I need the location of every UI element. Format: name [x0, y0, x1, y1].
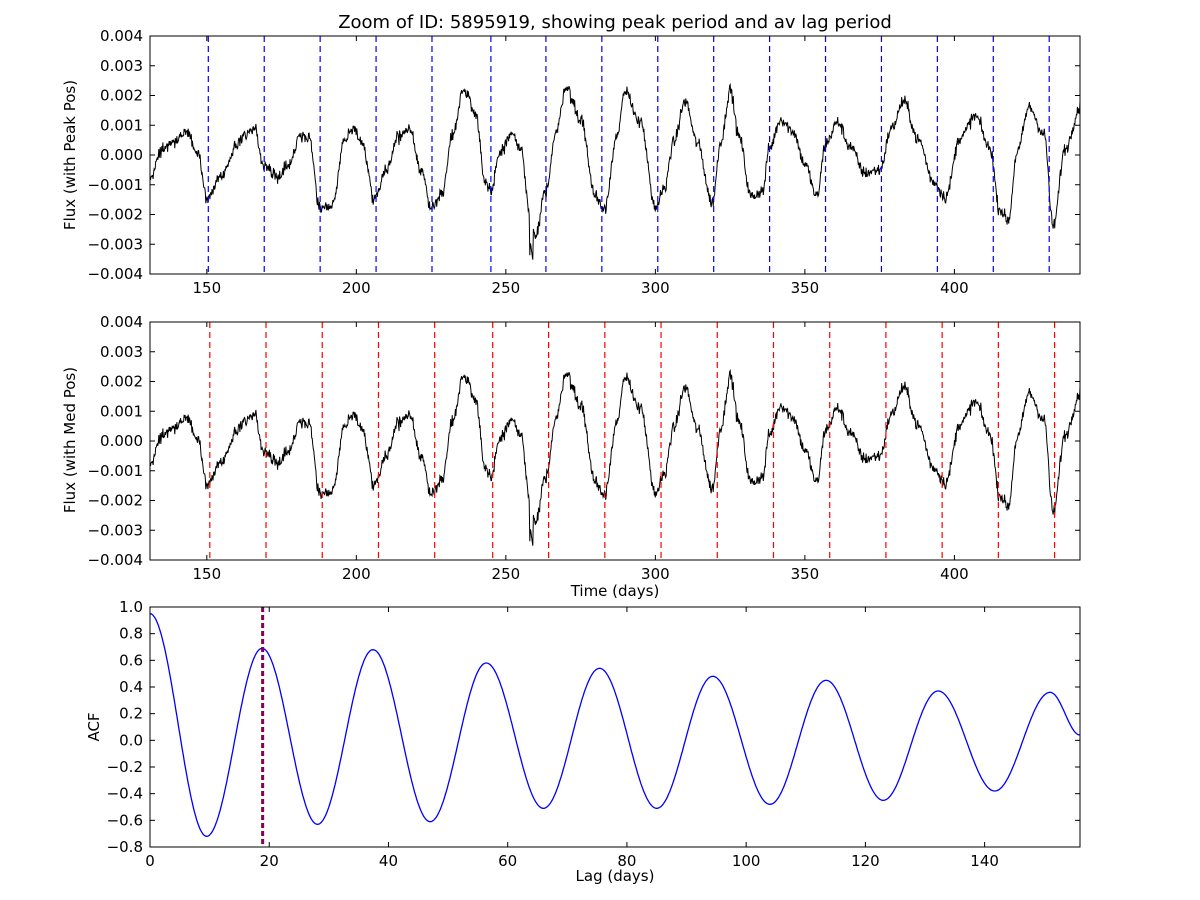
x-tick-label: 60	[498, 852, 517, 870]
x-tick-label: 400	[940, 565, 969, 583]
x-tick-label: 250	[492, 565, 521, 583]
panel-acf: ACF Lag (days) 0 20 40 60 80 100 120 140 −0.8 −0.…	[85, 598, 1081, 885]
x-tick-label: 200	[342, 279, 371, 297]
axes-frame	[149, 321, 1081, 561]
x-tick-label: 350	[791, 279, 820, 297]
y-tick-label: −0.001	[87, 462, 143, 480]
y-tick-label: −0.002	[87, 206, 143, 224]
axes-frame	[149, 35, 1081, 275]
axes-frame	[149, 606, 1081, 848]
y-tick-label: 0.4	[119, 678, 143, 696]
x-tick-label: 120	[851, 852, 880, 870]
y-tick-label: 0.8	[119, 625, 143, 643]
y-tick-label: −0.8	[107, 838, 143, 856]
ylabel-peak: Flux (with Peak Pos)	[61, 80, 79, 230]
flux-line	[150, 368, 1080, 546]
x-tick-label: 200	[342, 565, 371, 583]
flux-line	[150, 82, 1080, 260]
x-tick-label: 20	[260, 852, 279, 870]
acf-line	[150, 613, 1080, 837]
x-tick-label: 250	[492, 279, 521, 297]
x-tick-label: 400	[940, 279, 969, 297]
x-tick-label: 150	[192, 565, 221, 583]
y-tick-label: −0.002	[87, 492, 143, 510]
y-tick-label: 0.002	[100, 87, 143, 105]
y-tick-label: −0.003	[87, 235, 143, 253]
y-tick-label: −0.6	[107, 811, 143, 829]
x-tick-label: 300	[641, 279, 670, 297]
ylabel-acf: ACF	[85, 712, 103, 741]
x-tick-label: 100	[732, 852, 761, 870]
y-tick-label: 0.002	[100, 373, 143, 391]
y-tick-label: −0.003	[87, 521, 143, 539]
chart-title: Zoom of ID: 5895919, showing peak period…	[338, 12, 892, 33]
x-tick-label: 140	[970, 852, 999, 870]
xlabel-time: Time (days)	[570, 582, 660, 600]
y-tick-label: −0.2	[107, 758, 143, 776]
y-tick-label: 0.0	[119, 731, 143, 749]
xlabel-lag: Lag (days)	[576, 867, 655, 885]
y-tick-label: 0.6	[119, 651, 143, 669]
ylabel-med: Flux (with Med Pos)	[61, 367, 79, 513]
y-tick-label: 0.001	[100, 116, 143, 134]
y-tick-label: −0.004	[87, 551, 143, 569]
y-tick-label: 0.004	[100, 27, 143, 45]
panel-peak: Flux (with Peak Pos) 150 200 250 300 350 400 −…	[61, 27, 1081, 297]
y-tick-label: 0.004	[100, 313, 143, 331]
y-tick-label: −0.4	[107, 785, 143, 803]
y-tick-label: −0.004	[87, 265, 143, 283]
x-tick-label: 150	[192, 279, 221, 297]
x-tick-label: 350	[791, 565, 820, 583]
x-tick-label: 80	[617, 852, 636, 870]
y-tick-label: 0.000	[100, 432, 143, 450]
x-tick-label: 300	[641, 565, 670, 583]
y-tick-label: 0.003	[100, 57, 143, 75]
y-tick-label: −0.001	[87, 176, 143, 194]
y-tick-label: 0.000	[100, 146, 143, 164]
y-tick-label: 0.003	[100, 343, 143, 361]
y-tick-label: 1.0	[119, 598, 143, 616]
x-tick-label: 0	[145, 852, 155, 870]
x-tick-label: 40	[379, 852, 398, 870]
panel-med: Flux (with Med Pos) Time (days) 150 200 25…	[61, 313, 1081, 600]
y-tick-label: 0.2	[119, 705, 143, 723]
y-tick-label: 0.001	[100, 402, 143, 420]
